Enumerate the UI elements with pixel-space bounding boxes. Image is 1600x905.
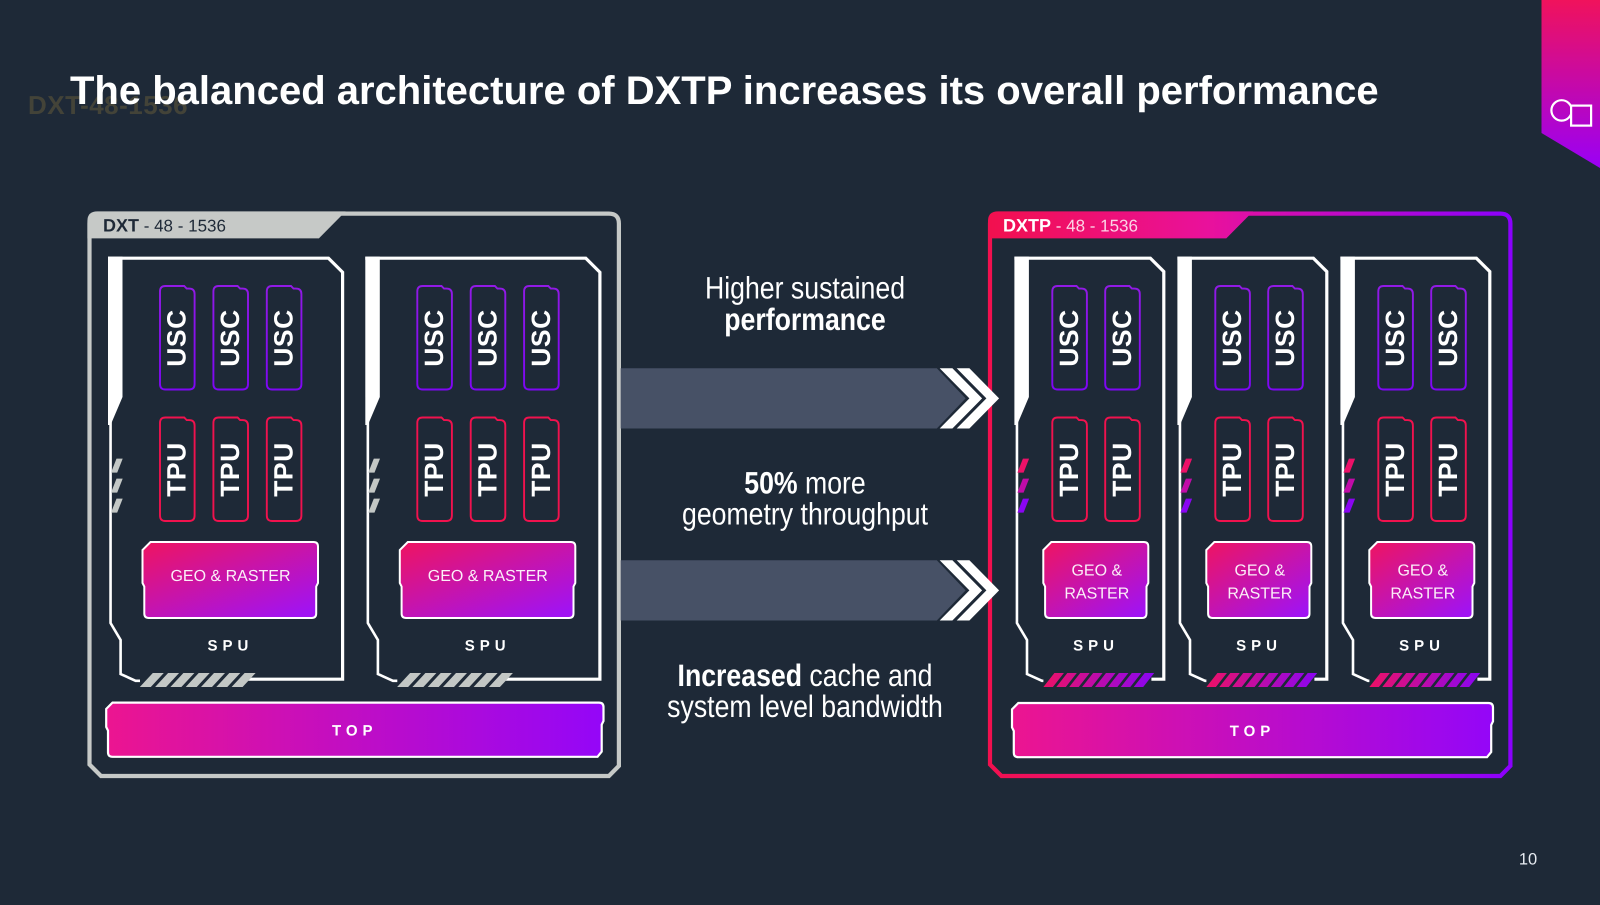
svg-text:performance: performance (724, 302, 886, 337)
svg-text:The balanced architecture of D: The balanced architecture of DXTP increa… (70, 69, 1379, 113)
svg-text:50% more: 50% more (744, 465, 866, 500)
svg-text:Increased cache and: Increased cache and (678, 658, 933, 693)
svg-text:Higher sustained: Higher sustained (705, 271, 905, 306)
svg-text:system level bandwidth: system level bandwidth (667, 689, 943, 724)
svg-text:DXTP - 48 - 1536: DXTP - 48 - 1536 (1003, 216, 1138, 236)
svg-text:geometry throughput: geometry throughput (682, 497, 928, 532)
svg-text:10: 10 (1519, 851, 1537, 869)
svg-text:TOP: TOP (1230, 723, 1276, 740)
svg-text:DXT - 48 - 1536: DXT - 48 - 1536 (103, 216, 226, 236)
svg-text:TOP: TOP (332, 722, 378, 739)
